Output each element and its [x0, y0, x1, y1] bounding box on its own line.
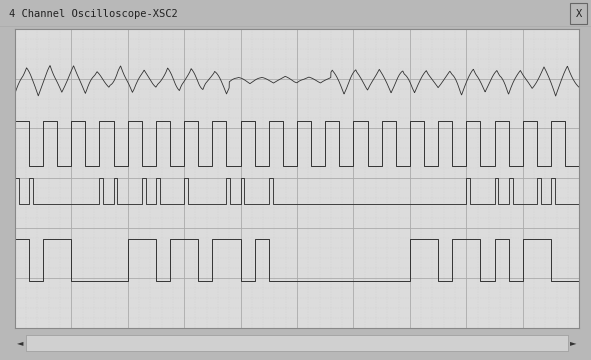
Text: X: X — [576, 9, 582, 19]
Text: ◄: ◄ — [17, 338, 24, 347]
FancyBboxPatch shape — [570, 3, 587, 24]
FancyBboxPatch shape — [26, 335, 568, 351]
Text: 4 Channel Oscilloscope-XSC2: 4 Channel Oscilloscope-XSC2 — [9, 9, 178, 19]
Text: ►: ► — [570, 338, 577, 347]
